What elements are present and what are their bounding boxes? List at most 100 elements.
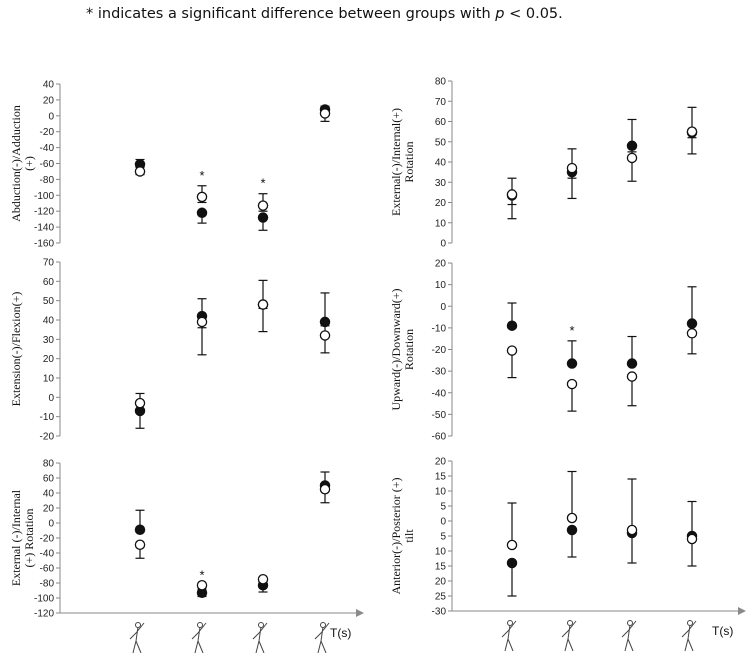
y-tick-label: 15	[435, 562, 447, 573]
data-point-filled	[319, 316, 331, 328]
y-tick-label: 15	[435, 472, 447, 483]
y-axis-label: External(-)/Internal(+)Rotation	[389, 108, 416, 216]
y-axis-label-line: External(-)/Internal(+)	[389, 108, 403, 216]
phase-figure-head	[627, 620, 633, 626]
phase-figure-2	[191, 622, 207, 653]
chart-panel-4: 20 10 0 -10 -20 -30 -40 -50 -60 Upward(-)/Downwar…	[389, 259, 698, 443]
time-axis-label: T(s)	[712, 624, 733, 638]
y-tick-label: 20	[43, 354, 55, 365]
data-point-filled	[626, 140, 638, 152]
y-axis-label-line: (+)	[22, 156, 36, 171]
y-tick-label: -100	[34, 594, 54, 605]
y-tick-label: 20	[43, 95, 55, 106]
data-point-open	[257, 200, 269, 211]
y-tick-label: 70	[43, 258, 55, 269]
phase-figure-body	[252, 622, 268, 653]
data-point-open	[686, 533, 698, 545]
data-point-filled	[506, 557, 518, 569]
y-tick-label: 0	[48, 111, 54, 122]
y-tick-label: -80	[40, 579, 55, 590]
y-tick-label: -20	[40, 432, 55, 443]
y-tick-label: -20	[40, 534, 55, 545]
phase-figure-2	[561, 620, 577, 652]
phase-figure-3	[621, 620, 637, 652]
y-tick-label: 5	[440, 502, 446, 513]
y-tick-label: -60	[40, 159, 55, 170]
y-axis-label: Upward(-)/Downward(+)Rotation	[389, 288, 416, 410]
y-tick-label: -100	[34, 191, 54, 202]
y-tick-label: 30	[435, 178, 447, 189]
chart-panel-2: 80 70 60 50 40 30 20 10 0 External(-)/Internal(+)…	[389, 77, 698, 250]
data-point-open	[134, 166, 146, 177]
significance-asterisk: *	[199, 567, 204, 582]
y-tick-label: 20	[435, 198, 447, 209]
chart-panel-3: 70 60 50 40 30 20 10 0 -10 -20 Extension(-)/Flexio…	[9, 258, 331, 443]
data-point-filled	[686, 318, 698, 329]
data-point-filled	[134, 524, 146, 536]
phase-figure-head	[135, 622, 141, 628]
y-tick-label: -30	[432, 607, 447, 618]
y-tick-label: -120	[34, 609, 54, 620]
phase-figure-head	[197, 622, 203, 628]
y-tick-label: -80	[40, 175, 55, 186]
y-axis-label-line: Extension(-)/Flexion(+)	[9, 292, 23, 407]
y-tick-label: 80	[43, 459, 55, 470]
phase-figure-4	[681, 620, 697, 652]
note-suffix: < 0.05.	[504, 6, 563, 22]
y-tick-label: 50	[435, 137, 447, 148]
y-tick-label: 20	[435, 577, 447, 588]
y-tick-label: 20	[435, 259, 447, 270]
chart-panel-1: 40 20 0 -20 -40 -60 -80 -100 -120 -140 -160 Abducti…	[9, 80, 331, 250]
y-tick-label: -20	[432, 345, 447, 356]
data-point-open	[319, 483, 331, 495]
y-tick-label: 40	[43, 316, 55, 327]
y-tick-label: 10	[435, 547, 447, 558]
y-tick-label: 40	[43, 80, 55, 91]
phase-figure-3	[252, 622, 268, 653]
note-prefix: * indicates a significant difference bet…	[86, 6, 496, 22]
phase-figure-1	[129, 622, 145, 653]
significance-asterisk: *	[569, 323, 574, 338]
data-point-open	[196, 580, 208, 591]
y-tick-label: 50	[43, 296, 55, 307]
phase-figure-head	[320, 622, 326, 628]
y-tick-label: -10	[40, 412, 55, 423]
y-tick-label: -50	[432, 410, 447, 421]
y-tick-label: 20	[435, 457, 447, 468]
y-tick-label: 30	[43, 335, 55, 346]
phase-figure-1	[501, 620, 517, 652]
note-p-symbol: p	[495, 6, 505, 22]
y-tick-label: 60	[43, 277, 55, 288]
y-axis-label: Extension(-)/Flexion(+)	[9, 292, 23, 407]
data-point-open	[506, 539, 518, 551]
y-axis-label-line: (+) Rotation	[22, 508, 36, 567]
y-tick-label: 80	[435, 77, 447, 88]
data-point-filled	[566, 524, 578, 536]
data-point-open	[506, 189, 518, 200]
data-point-open	[134, 397, 146, 409]
phase-figure-body	[129, 622, 145, 653]
significance-note: * indicates a significant difference bet…	[86, 6, 563, 22]
data-point-filled	[257, 212, 269, 223]
phase-figure-head	[507, 620, 513, 626]
data-point-filled	[506, 320, 518, 331]
y-axis-label-line: tilt	[402, 529, 416, 543]
data-point-open	[196, 191, 208, 203]
y-tick-label: -140	[34, 223, 54, 234]
y-tick-label: 10	[435, 280, 447, 291]
data-point-open	[686, 328, 698, 339]
y-axis-label: External (-)/Internal(+) Rotation	[9, 489, 36, 586]
y-tick-label: -40	[40, 143, 55, 154]
y-tick-label: 10	[435, 218, 447, 229]
y-axis-label-line: Upward(-)/Downward(+)	[389, 288, 403, 410]
y-tick-label: 60	[43, 474, 55, 485]
y-tick-label: -60	[432, 432, 447, 443]
y-tick-label: -30	[432, 367, 447, 378]
y-tick-label: 0	[440, 517, 446, 528]
phase-figure-body	[681, 620, 697, 652]
data-point-open	[134, 539, 146, 551]
y-tick-label: 40	[435, 158, 447, 169]
phase-figure-body	[501, 620, 517, 652]
data-point-open	[626, 524, 638, 536]
